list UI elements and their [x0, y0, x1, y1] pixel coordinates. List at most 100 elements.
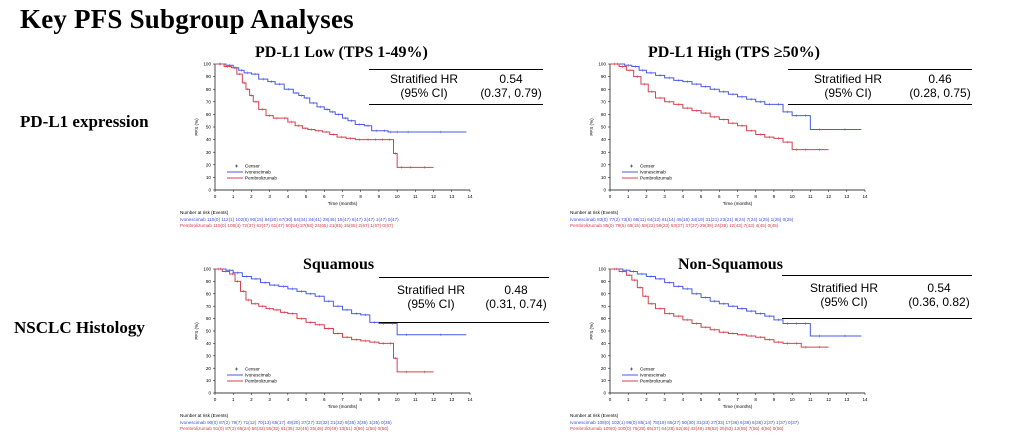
- censor-mark: [749, 309, 753, 313]
- x-axis-label: Time (months): [723, 404, 753, 409]
- x-tick-label: 6: [718, 397, 721, 402]
- censor-mark: [268, 307, 271, 310]
- censor-mark: [354, 338, 358, 341]
- censor-mark: [363, 339, 367, 343]
- censor-mark: [317, 129, 321, 133]
- legend-label-ivonescimab: Ivonescimab: [245, 170, 271, 175]
- x-tick-label: 11: [413, 397, 418, 402]
- legend-label-pembrolizumab: Pembrolizumab: [640, 176, 672, 181]
- y-tick-label: 30: [206, 353, 212, 358]
- censor-mark: [626, 63, 630, 67]
- legend-censor-label: Censor: [640, 367, 655, 372]
- y-tick-label: 70: [206, 304, 212, 309]
- risk-row-pembrolizumab: Pembrolizumab 85(0) 79(5) 69(15) 59(22) …: [570, 223, 779, 228]
- censor-mark: [318, 323, 322, 327]
- y-tick-label: 90: [601, 74, 607, 79]
- censor-mark: [786, 140, 789, 144]
- hr-label: Stratified HR: [813, 72, 883, 86]
- censor-mark: [366, 124, 370, 128]
- x-tick-label: 10: [790, 194, 796, 199]
- censor-mark: [404, 333, 408, 337]
- censor-mark: [404, 370, 408, 374]
- censor-mark: [278, 82, 281, 86]
- censor-mark: [795, 342, 798, 345]
- censor-mark: [241, 290, 245, 293]
- censor-mark: [217, 267, 220, 271]
- censor-mark: [383, 129, 386, 133]
- x-tick-label: 12: [431, 397, 437, 402]
- censor-mark: [749, 97, 753, 101]
- x-tick-label: 1: [232, 194, 235, 199]
- ci-label: (95% CI): [824, 86, 872, 100]
- censor-mark: [804, 322, 808, 325]
- censor-mark: [843, 128, 847, 131]
- censor-mark: [373, 321, 376, 324]
- censor-mark: [632, 270, 635, 273]
- y-tick-label: 30: [206, 150, 212, 155]
- y-tick-label: 40: [601, 341, 607, 346]
- censor-mark: [713, 115, 717, 119]
- censor-mark: [382, 342, 385, 345]
- y-axis-label: PFS (%): [589, 118, 594, 136]
- censor-icon: [235, 164, 238, 168]
- censor-mark: [336, 332, 340, 335]
- censor-mark: [250, 94, 253, 97]
- y-tick-label: 70: [601, 99, 607, 104]
- censor-mark: [268, 114, 271, 117]
- censor-mark: [740, 307, 744, 310]
- x-tick-label: 11: [808, 397, 813, 402]
- censor-mark: [272, 283, 276, 287]
- censor-mark: [644, 294, 647, 298]
- risk-header: Number at risk (Events): [180, 413, 229, 418]
- censor-mark: [643, 82, 646, 86]
- censor-mark: [423, 166, 426, 169]
- censor-mark: [297, 124, 301, 128]
- y-tick-label: 40: [601, 137, 607, 142]
- panel-title: Squamous: [303, 256, 375, 273]
- censor-mark: [758, 335, 762, 339]
- censor-mark: [768, 103, 771, 106]
- censor-mark: [695, 322, 698, 325]
- y-tick-label: 50: [601, 125, 607, 130]
- censor-mark: [777, 137, 780, 140]
- hr-label: Stratified HR: [396, 283, 466, 297]
- censor-mark: [309, 321, 312, 324]
- legend-label-pembrolizumab: Pembrolizumab: [245, 379, 277, 384]
- x-axis-label: Time (months): [328, 404, 358, 409]
- censor-mark: [633, 278, 636, 282]
- x-axis-label: Time (months): [723, 201, 753, 206]
- y-tick-label: 70: [206, 99, 212, 104]
- x-tick-label: 12: [826, 397, 832, 402]
- x-tick-label: 7: [341, 194, 344, 199]
- censor-mark: [254, 100, 258, 104]
- censor-mark: [309, 292, 312, 296]
- censor-mark: [677, 314, 680, 318]
- censor-mark: [621, 270, 625, 273]
- censor-mark: [613, 267, 616, 271]
- censor-mark: [818, 345, 821, 349]
- x-tick-label: 4: [682, 397, 685, 402]
- ci-label: (95% CI): [820, 295, 868, 309]
- censor-mark: [740, 333, 744, 337]
- x-tick-label: 3: [268, 194, 271, 199]
- y-tick-label: 0: [603, 188, 606, 193]
- x-tick-label: 5: [700, 397, 703, 402]
- hr-label: Stratified HR: [809, 281, 879, 295]
- censor-mark: [650, 90, 654, 94]
- censor-mark: [374, 129, 378, 133]
- censor-mark: [795, 114, 798, 117]
- legend-censor-label: Censor: [245, 367, 260, 372]
- x-tick-label: 2: [645, 194, 648, 199]
- x-tick-label: 6: [323, 194, 326, 199]
- censor-mark: [704, 111, 707, 115]
- km-curve-ivonescimab: [610, 63, 862, 131]
- x-tick-label: 10: [790, 397, 796, 402]
- censor-mark: [254, 277, 258, 281]
- hr-ci: (0.28, 0.75): [909, 86, 971, 100]
- censor-mark: [613, 62, 616, 66]
- censor-mark: [319, 105, 322, 109]
- censor-mark: [358, 138, 362, 141]
- censor-mark: [345, 335, 349, 339]
